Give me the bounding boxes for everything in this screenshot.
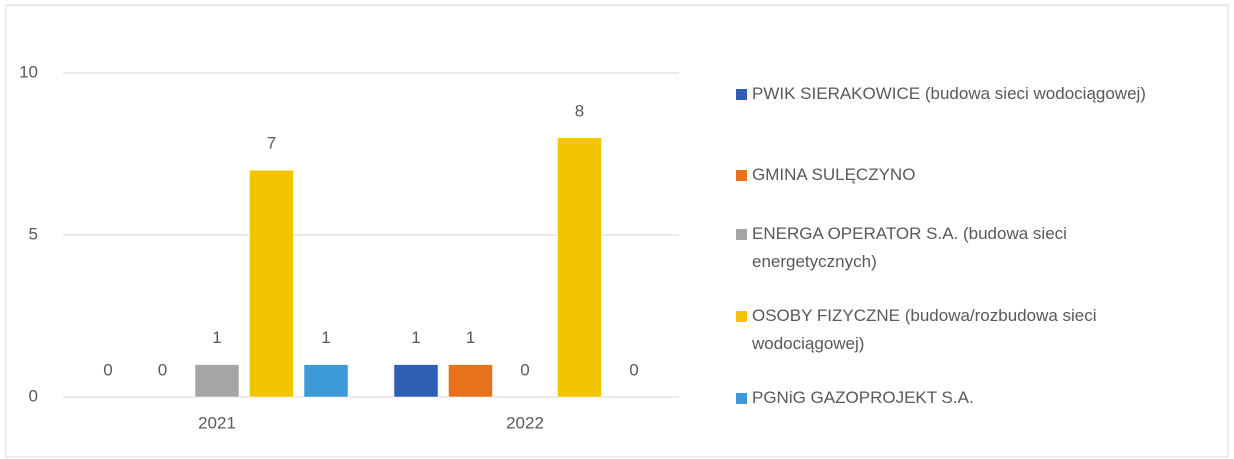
data-label: 0 [103,360,112,379]
legend-entry: PGNiG GAZOPROJEKT S.A. [736,384,1172,412]
data-label: 0 [520,360,529,379]
legend-entry: ENERGA OPERATOR S.A. (budowa sieci energ… [736,220,1172,276]
bar [448,364,493,398]
data-label: 7 [267,134,276,153]
bar [557,137,602,398]
bar [303,364,349,398]
legend-label: GMINA SULĘCZYNO [752,165,916,184]
bar [393,364,439,398]
legend-swatch [736,393,747,404]
y-tick-label: 10 [19,62,38,81]
frame [5,4,1229,458]
data-label: 1 [466,328,475,347]
data-label: 0 [158,360,167,379]
bar [194,364,240,398]
x-tick-label: 2021 [198,413,236,432]
y-tick-label: 0 [29,386,38,405]
legend-entry: OSOBY FIZYCZNE (budowa/rozbudowa sieci w… [736,302,1172,358]
legend-swatch [736,170,747,181]
legend-entry: PWIK SIERAKOWICE (budowa sieci wodociągo… [736,80,1172,108]
y-tick-label: 5 [29,224,38,243]
legend-label: PGNiG GAZOPROJEKT S.A. [752,388,974,407]
x-tick-label: 2022 [506,413,544,432]
legend-label: OSOBY FIZYCZNE (budowa/rozbudowa sieci w… [752,306,1097,353]
bar [249,169,294,398]
data-label: 1 [321,328,330,347]
data-label: 0 [629,360,638,379]
legend-swatch [736,311,747,322]
legend-swatch [736,229,747,240]
data-label: 1 [212,328,221,347]
legend-entry: GMINA SULĘCZYNO [736,161,1172,189]
data-label: 1 [411,328,420,347]
data-label: 8 [575,101,584,120]
legend-swatch [736,89,747,100]
legend-label: ENERGA OPERATOR S.A. (budowa sieci energ… [752,224,1067,271]
legend-label: PWIK SIERAKOWICE (budowa sieci wodociągo… [752,84,1146,103]
